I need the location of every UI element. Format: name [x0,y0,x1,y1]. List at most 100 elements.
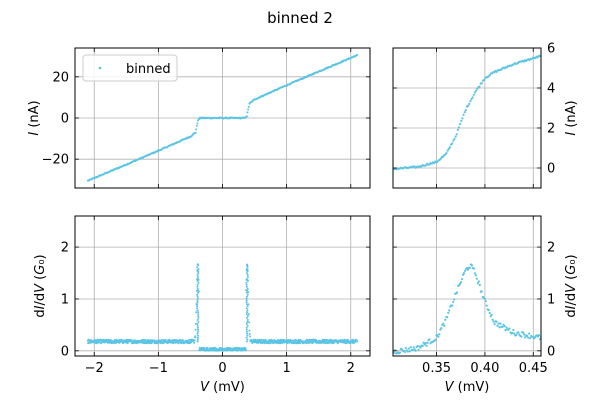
axis-label-part: / [564,301,579,306]
y-tick-label: 6 [547,42,555,57]
y-tick-label: 1 [61,292,69,307]
axis-label-part: ) [27,100,42,105]
data-point [474,274,477,277]
data-point [195,311,198,314]
data-point [248,329,251,332]
data-point [473,91,477,94]
y-tick-label: 0 [61,112,69,127]
data-point [196,283,199,286]
data-point [196,303,199,306]
data-point [468,102,471,105]
data-point [339,341,342,344]
data-point [196,324,199,327]
data-point [100,341,103,344]
data-point [247,313,250,316]
data-point [245,115,248,118]
data-point [197,311,200,314]
y-tick-label: 0 [547,162,555,177]
data-point [246,264,249,267]
data-point [356,53,359,56]
data-point [260,338,263,341]
data-point [512,328,515,332]
data-point [508,327,511,330]
y-tick-label: 20 [52,70,69,85]
axis-label-part: G [564,265,579,275]
data-point [245,336,248,339]
data-point [244,348,247,351]
data-point [246,315,249,318]
data-point [130,339,133,342]
axis-label-part: I [564,132,579,136]
data-point [197,334,199,337]
data-point [356,340,359,343]
data-point [196,338,199,341]
data-point [505,326,508,329]
data-point [332,342,335,345]
data-point [196,122,199,125]
data-point [452,139,455,142]
axis-label-part: ) [240,380,245,395]
y-tick-label: −20 [42,153,69,168]
data-point [445,152,448,155]
axis-label-part: V [445,380,455,395]
data-point [442,322,445,325]
data-point [197,313,200,316]
data-point [436,334,439,337]
axes-frame [392,215,542,357]
panel-iv-zoom: 0 2 4 6 I (nA) [392,42,579,189]
data-point [114,341,117,344]
data-point [460,277,464,281]
data-point [463,110,466,114]
data-point [400,348,403,351]
data-point [155,339,158,342]
data-point [246,293,249,296]
data-point [453,137,456,141]
data-point [491,318,494,321]
data-point [297,338,300,341]
data-point [246,274,249,277]
data-point [454,135,457,138]
x-tick-label: −1 [149,361,168,376]
x-tick-label: −2 [85,361,104,376]
data-point [196,322,199,325]
data-point [426,341,429,345]
data-point [424,342,427,345]
data-point [196,330,199,333]
data-point [407,347,410,350]
data-point [248,321,251,324]
data-point [197,119,200,122]
data-point [337,341,340,344]
data-point [245,340,248,343]
y-tick-label: 1 [547,292,555,307]
data-point [268,342,271,345]
data-point [443,324,446,327]
y-tick-label: 2 [61,241,69,256]
data-point [246,309,249,312]
data-point [409,346,412,349]
data-point [478,85,481,88]
data-point [456,128,459,131]
axis-label-part: mV [463,380,485,395]
data-point [492,320,495,323]
data-point [522,331,525,334]
data-point [203,347,206,350]
data-point [456,291,459,294]
data-point [487,308,490,312]
data-point [446,316,449,319]
data-point [528,332,531,335]
data-point [513,332,516,335]
data-point [480,290,483,293]
data-point [247,105,250,108]
data-point [524,336,527,339]
data-point [245,322,248,325]
data-point [437,335,440,338]
data-point [425,344,428,347]
data-point [246,318,249,321]
data-point [197,291,200,294]
data-point [265,340,268,343]
data-point [245,301,248,304]
data-point [177,342,180,345]
data-point [246,305,249,308]
